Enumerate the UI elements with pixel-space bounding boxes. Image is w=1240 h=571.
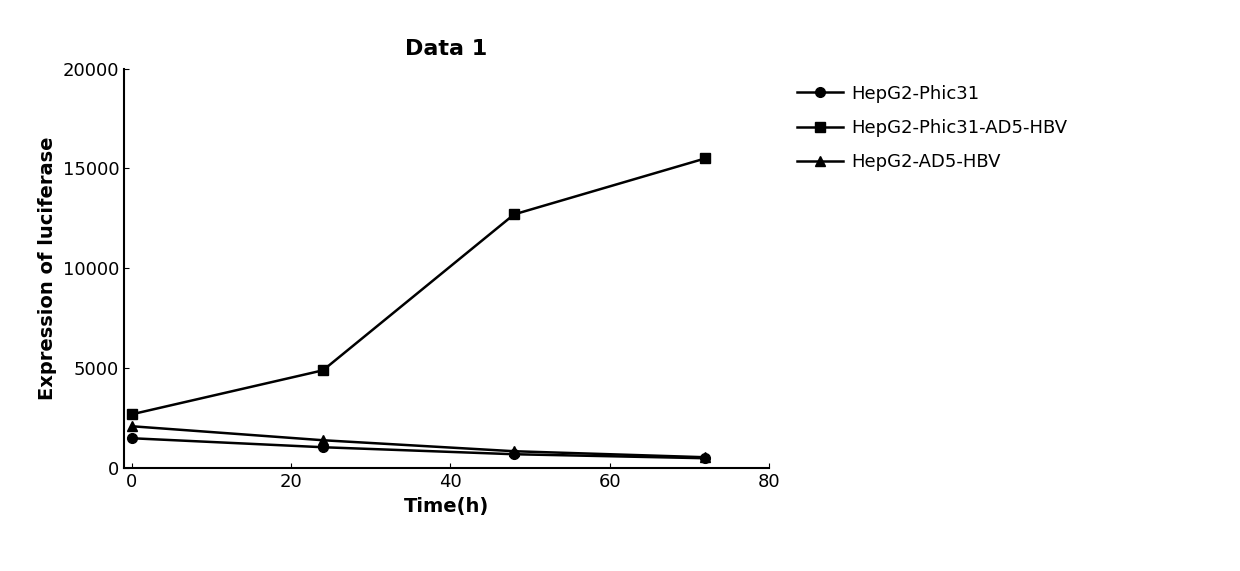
Line: HepG2-Phic31-AD5-HBV: HepG2-Phic31-AD5-HBV: [126, 154, 711, 419]
Title: Data 1: Data 1: [405, 39, 487, 59]
Line: HepG2-Phic31: HepG2-Phic31: [126, 433, 711, 463]
HepG2-AD5-HBV: [124, 423, 139, 430]
HepG2-AD5-HBV: [507, 448, 522, 455]
HepG2-Phic31: [507, 451, 522, 458]
HepG2-Phic31-AD5-HBV: [124, 411, 139, 418]
X-axis label: Time(h): Time(h): [404, 497, 489, 516]
HepG2-AD5-HBV: [315, 437, 330, 444]
HepG2-Phic31-AD5-HBV: [698, 155, 713, 162]
HepG2-Phic31: [124, 435, 139, 442]
Y-axis label: Expression of luciferase: Expression of luciferase: [38, 136, 57, 400]
HepG2-Phic31-AD5-HBV: [507, 211, 522, 218]
Line: HepG2-AD5-HBV: HepG2-AD5-HBV: [126, 421, 711, 462]
HepG2-Phic31: [698, 455, 713, 461]
Legend: HepG2-Phic31, HepG2-Phic31-AD5-HBV, HepG2-AD5-HBV: HepG2-Phic31, HepG2-Phic31-AD5-HBV, HepG…: [790, 78, 1075, 179]
HepG2-Phic31: [315, 444, 330, 451]
HepG2-Phic31-AD5-HBV: [315, 367, 330, 374]
HepG2-AD5-HBV: [698, 454, 713, 461]
